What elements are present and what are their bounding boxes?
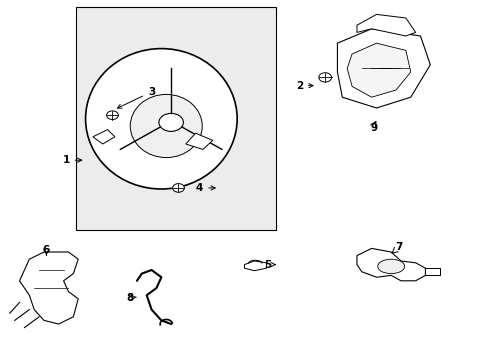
Polygon shape	[356, 248, 425, 281]
Polygon shape	[93, 130, 115, 144]
Polygon shape	[346, 43, 410, 97]
Polygon shape	[20, 252, 78, 324]
Polygon shape	[185, 133, 212, 149]
Text: 3: 3	[117, 87, 155, 108]
Text: 7: 7	[394, 242, 402, 252]
Ellipse shape	[377, 259, 404, 274]
Polygon shape	[244, 261, 266, 271]
Ellipse shape	[130, 94, 202, 158]
Circle shape	[106, 111, 118, 120]
Polygon shape	[356, 14, 415, 36]
Circle shape	[172, 184, 184, 192]
Text: 6: 6	[43, 245, 50, 255]
Text: 8: 8	[126, 293, 133, 303]
Polygon shape	[337, 29, 429, 108]
Polygon shape	[425, 268, 439, 275]
Text: 9: 9	[370, 123, 377, 133]
Text: 4: 4	[195, 183, 215, 193]
Circle shape	[318, 73, 331, 82]
Text: 1: 1	[62, 155, 81, 165]
Bar	[76, 7, 276, 230]
Text: 2: 2	[295, 81, 312, 91]
Ellipse shape	[85, 49, 237, 189]
Text: 5: 5	[264, 260, 275, 270]
Circle shape	[159, 113, 183, 131]
